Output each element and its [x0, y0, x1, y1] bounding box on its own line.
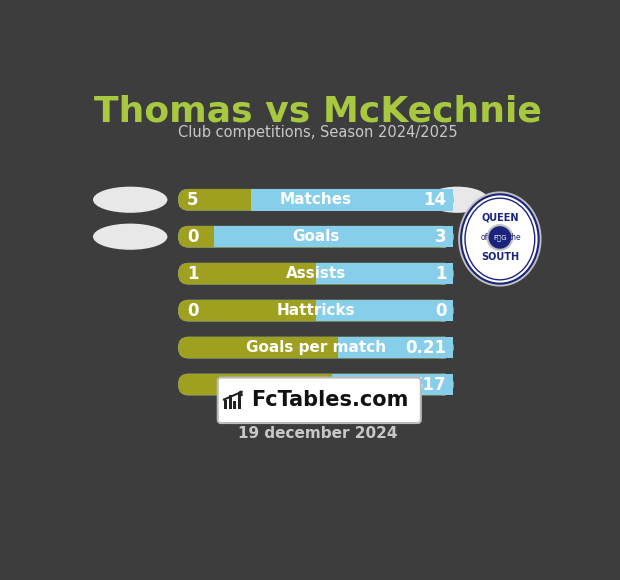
Text: of: of [480, 233, 488, 242]
Bar [316, 300, 453, 321]
FancyBboxPatch shape [179, 374, 453, 396]
FancyBboxPatch shape [179, 263, 453, 284]
Text: 0.21: 0.21 [405, 339, 446, 357]
Text: Thomas vs McKechnie: Thomas vs McKechnie [94, 94, 542, 128]
Bar [250, 189, 453, 211]
FancyBboxPatch shape [433, 226, 453, 248]
FancyBboxPatch shape [179, 226, 453, 248]
Bar [214, 226, 453, 248]
Text: 14: 14 [423, 191, 446, 209]
Bar [233, 401, 236, 409]
FancyBboxPatch shape [179, 337, 453, 358]
Text: SOUTH: SOUTH [481, 252, 519, 263]
Text: FⓈG: FⓈG [493, 234, 507, 241]
Text: 0: 0 [187, 228, 198, 246]
FancyBboxPatch shape [179, 337, 453, 358]
Bar [224, 400, 227, 409]
FancyBboxPatch shape [433, 374, 453, 396]
Text: Club competitions, Season 2024/2025: Club competitions, Season 2024/2025 [178, 125, 458, 140]
Bar [338, 337, 453, 358]
Ellipse shape [93, 224, 167, 250]
FancyBboxPatch shape [433, 300, 453, 321]
Ellipse shape [459, 193, 540, 285]
Bar [332, 374, 453, 396]
FancyBboxPatch shape [433, 263, 453, 284]
FancyBboxPatch shape [179, 263, 453, 284]
Text: Goals: Goals [292, 229, 340, 244]
FancyBboxPatch shape [179, 226, 453, 248]
FancyBboxPatch shape [218, 378, 421, 423]
Text: Goals per match: Goals per match [246, 340, 386, 355]
Ellipse shape [93, 187, 167, 213]
Ellipse shape [427, 187, 489, 213]
FancyBboxPatch shape [179, 189, 453, 211]
Text: 19 december 2024: 19 december 2024 [238, 426, 397, 441]
Text: QUEEN: QUEEN [481, 212, 518, 223]
Text: 3: 3 [435, 228, 446, 246]
Text: 0: 0 [187, 302, 198, 320]
Bar [316, 263, 453, 284]
FancyBboxPatch shape [179, 374, 453, 396]
Text: 5: 5 [187, 191, 198, 209]
Text: Min per goal: Min per goal [262, 377, 370, 392]
FancyBboxPatch shape [433, 337, 453, 358]
FancyBboxPatch shape [179, 300, 453, 321]
Text: Assists: Assists [286, 266, 346, 281]
FancyBboxPatch shape [179, 300, 453, 321]
Text: Hattricks: Hattricks [277, 303, 355, 318]
Bar [229, 395, 232, 409]
Text: 0: 0 [435, 302, 446, 320]
FancyBboxPatch shape [433, 189, 453, 211]
Text: FcTables.com: FcTables.com [252, 390, 409, 410]
Text: the: the [509, 233, 521, 242]
FancyBboxPatch shape [179, 189, 453, 211]
Circle shape [487, 225, 512, 250]
Text: Matches: Matches [280, 192, 352, 207]
Text: 517: 517 [412, 375, 446, 393]
Text: 1: 1 [435, 264, 446, 282]
Text: 1: 1 [187, 264, 198, 282]
Bar [238, 392, 241, 409]
